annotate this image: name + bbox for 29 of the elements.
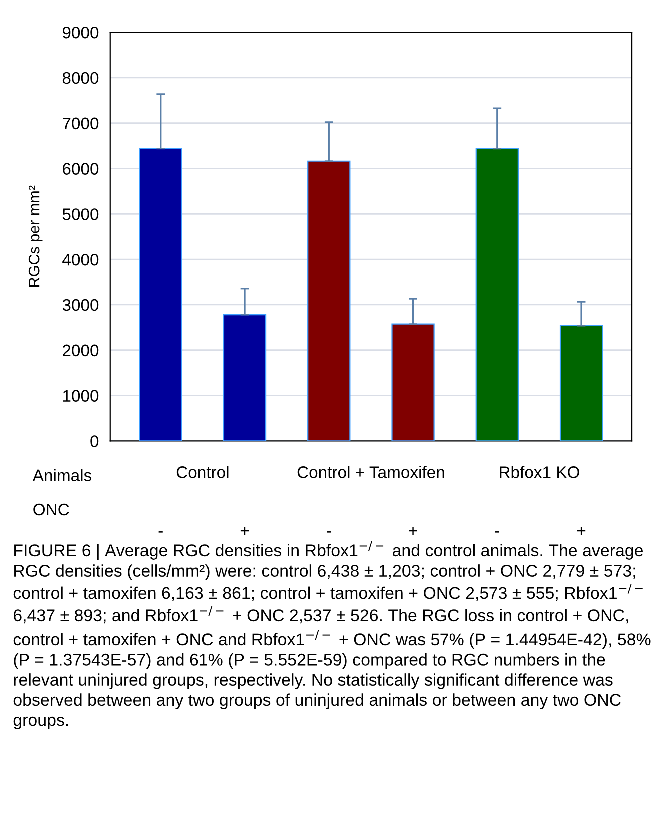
- x-tick-label: -: [495, 532, 500, 533]
- bar: [139, 148, 182, 442]
- text: Rbfox1 KO: [500, 466, 580, 478]
- y-tick-label: 4000: [62, 254, 99, 266]
- text: Control: [176, 466, 229, 478]
- text: Animals: [32, 469, 92, 482]
- y-tick-label: 0: [90, 436, 99, 448]
- y-tick-label: 1000: [63, 390, 99, 402]
- bar: [476, 148, 519, 442]
- text: Control + Tamoxifen: [298, 466, 444, 478]
- x-tick-label: +: [409, 526, 418, 536]
- y-tick-label: 5000: [62, 208, 99, 220]
- y-axis-title: RGCs per mm²: [28, 186, 43, 287]
- bar: [308, 160, 351, 442]
- bar: [392, 324, 435, 442]
- bar: [223, 314, 267, 442]
- x-tick-label: -: [327, 532, 332, 533]
- y-tick-label: 3000: [62, 299, 99, 312]
- x-tick-label: -: [158, 532, 163, 533]
- y-tick-label: 8000: [62, 72, 99, 84]
- text: FIGURE 6 | Average RGC densities in Rbfox1$^{−/−}$ and control animals. The average RGC densities (cells/mm²) were: control 6,438 ± 1,203; control + ONC 2,779 ± 573; control + tamoxifen 6,163 ± 861; control + tamoxifen + ONC 2,573 ± 555; Rbfox1$^{−/−}$ 6,437 ± 893; and Rbfox1$^{−/−}$ + ONC 2,537 ± 526. The RGC loss in control + ONC, control + tamoxifen + ONC and Rbfox1$^{−/−}$ + ONC was 57% (P = 1.44954E-42), 58% (P = 1.37543E-57) and 61% (P = 5.552E-59) compared to RGC numbers in the relevant uninjured groups, respectively. No statistically significant difference was observed between any two groups of uninjured animals or between any two ONC groups.: [14, 541, 651, 730]
- y-tick-label: 6000: [63, 163, 99, 175]
- y-tick-label: 9000: [62, 26, 99, 39]
- bar: [560, 325, 604, 442]
- x-tick-label: +: [240, 526, 250, 536]
- y-tick-label: 2000: [63, 344, 99, 357]
- y-tick-label: 7000: [63, 118, 99, 130]
- x-tick-label: +: [578, 526, 586, 536]
- text: ONC: [34, 504, 70, 516]
